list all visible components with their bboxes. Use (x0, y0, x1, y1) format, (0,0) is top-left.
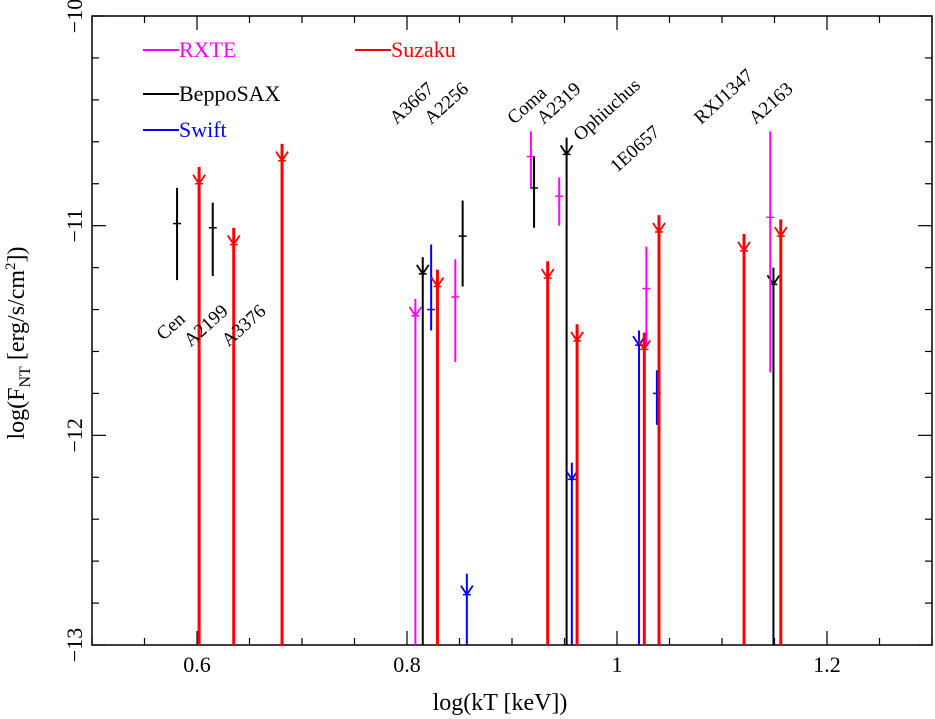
data-marks (173, 131, 788, 645)
x-axis-label: log(kT [keV]) (433, 690, 568, 716)
legend-label: RXTE (179, 37, 236, 62)
upper-limit-arrow (540, 268, 555, 280)
data-point (416, 257, 430, 645)
data-point (540, 261, 555, 645)
data-point (173, 187, 182, 281)
upper-limit-arrow (430, 276, 445, 289)
data-point (458, 200, 467, 287)
y-tick-label: −11 (62, 209, 87, 243)
upper-limit-arrow (637, 339, 652, 351)
data-point (637, 332, 652, 645)
x-tick-label: 0.6 (183, 652, 211, 677)
upper-limit-arrow (227, 235, 241, 247)
data-point (460, 573, 474, 645)
legend-entry: Swift (143, 117, 227, 142)
x-tick-label: 0.8 (393, 652, 421, 677)
data-point (227, 227, 241, 645)
legend-label: BeppoSAX (179, 81, 281, 106)
data-point (737, 234, 751, 645)
y-axis-label-end: ]) (4, 246, 30, 262)
data-point (208, 202, 217, 276)
data-point (652, 215, 666, 645)
data-point (555, 177, 564, 226)
cluster-label: A2163 (745, 79, 797, 129)
data-point (192, 166, 206, 645)
upper-limit-arrow (416, 264, 430, 276)
legend: RXTE BeppoSAX Swift Suzaku (143, 37, 456, 142)
data-point (275, 143, 289, 645)
data-point (451, 259, 460, 362)
y-axis-label-rest: [erg/s/cm (4, 270, 30, 367)
y-axis-label-main: log(F (4, 388, 30, 440)
axis-ticks (91, 15, 933, 646)
upper-limit-arrow (737, 241, 751, 253)
cluster-label: RXJ1347 (690, 65, 757, 129)
y-tick-label: −10 (62, 0, 87, 33)
data-point (766, 267, 781, 645)
x-tick-label: 1 (612, 652, 623, 677)
y-tick-label: −12 (62, 418, 87, 452)
upper-limit-arrow (774, 226, 788, 238)
upper-limit-arrow (275, 151, 289, 163)
data-point (642, 246, 651, 346)
data-point (526, 131, 535, 188)
cluster-label: A3376 (218, 301, 270, 351)
upper-limit-arrow (408, 306, 423, 318)
data-point (427, 244, 436, 331)
cluster-label: 1E0657 (606, 122, 664, 177)
cluster-label: Ophiuchus (570, 75, 645, 146)
y-axis-label-sup: 2 (3, 262, 19, 270)
upper-limit-arrow (192, 174, 206, 186)
y-axis-label: log(FNT [erg/s/cm2]) (3, 246, 34, 439)
y-axis-label-sub: NT (17, 366, 34, 388)
legend-entry: Suzaku (355, 37, 456, 62)
upper-limit-arrow (559, 144, 574, 157)
x-tick-labels: 0.6 0.8 1 1.2 (183, 652, 841, 677)
data-point (570, 324, 584, 645)
upper-limit-arrow (652, 222, 666, 234)
y-tick-label: −13 (62, 628, 87, 662)
data-point (559, 137, 574, 645)
legend-entry: RXTE (143, 37, 236, 62)
x-tick-label: 1.2 (813, 652, 841, 677)
upper-limit-arrow (570, 331, 584, 343)
data-point (774, 219, 788, 645)
legend-entry: BeppoSAX (143, 81, 281, 106)
data-point (430, 269, 445, 645)
y-tick-labels: −13 −12 −11 −10 (62, 0, 87, 662)
upper-limit-arrow (460, 585, 474, 597)
legend-label: Suzaku (391, 37, 456, 62)
data-point (766, 131, 775, 373)
legend-label: Swift (179, 117, 227, 142)
data-point (408, 299, 423, 645)
